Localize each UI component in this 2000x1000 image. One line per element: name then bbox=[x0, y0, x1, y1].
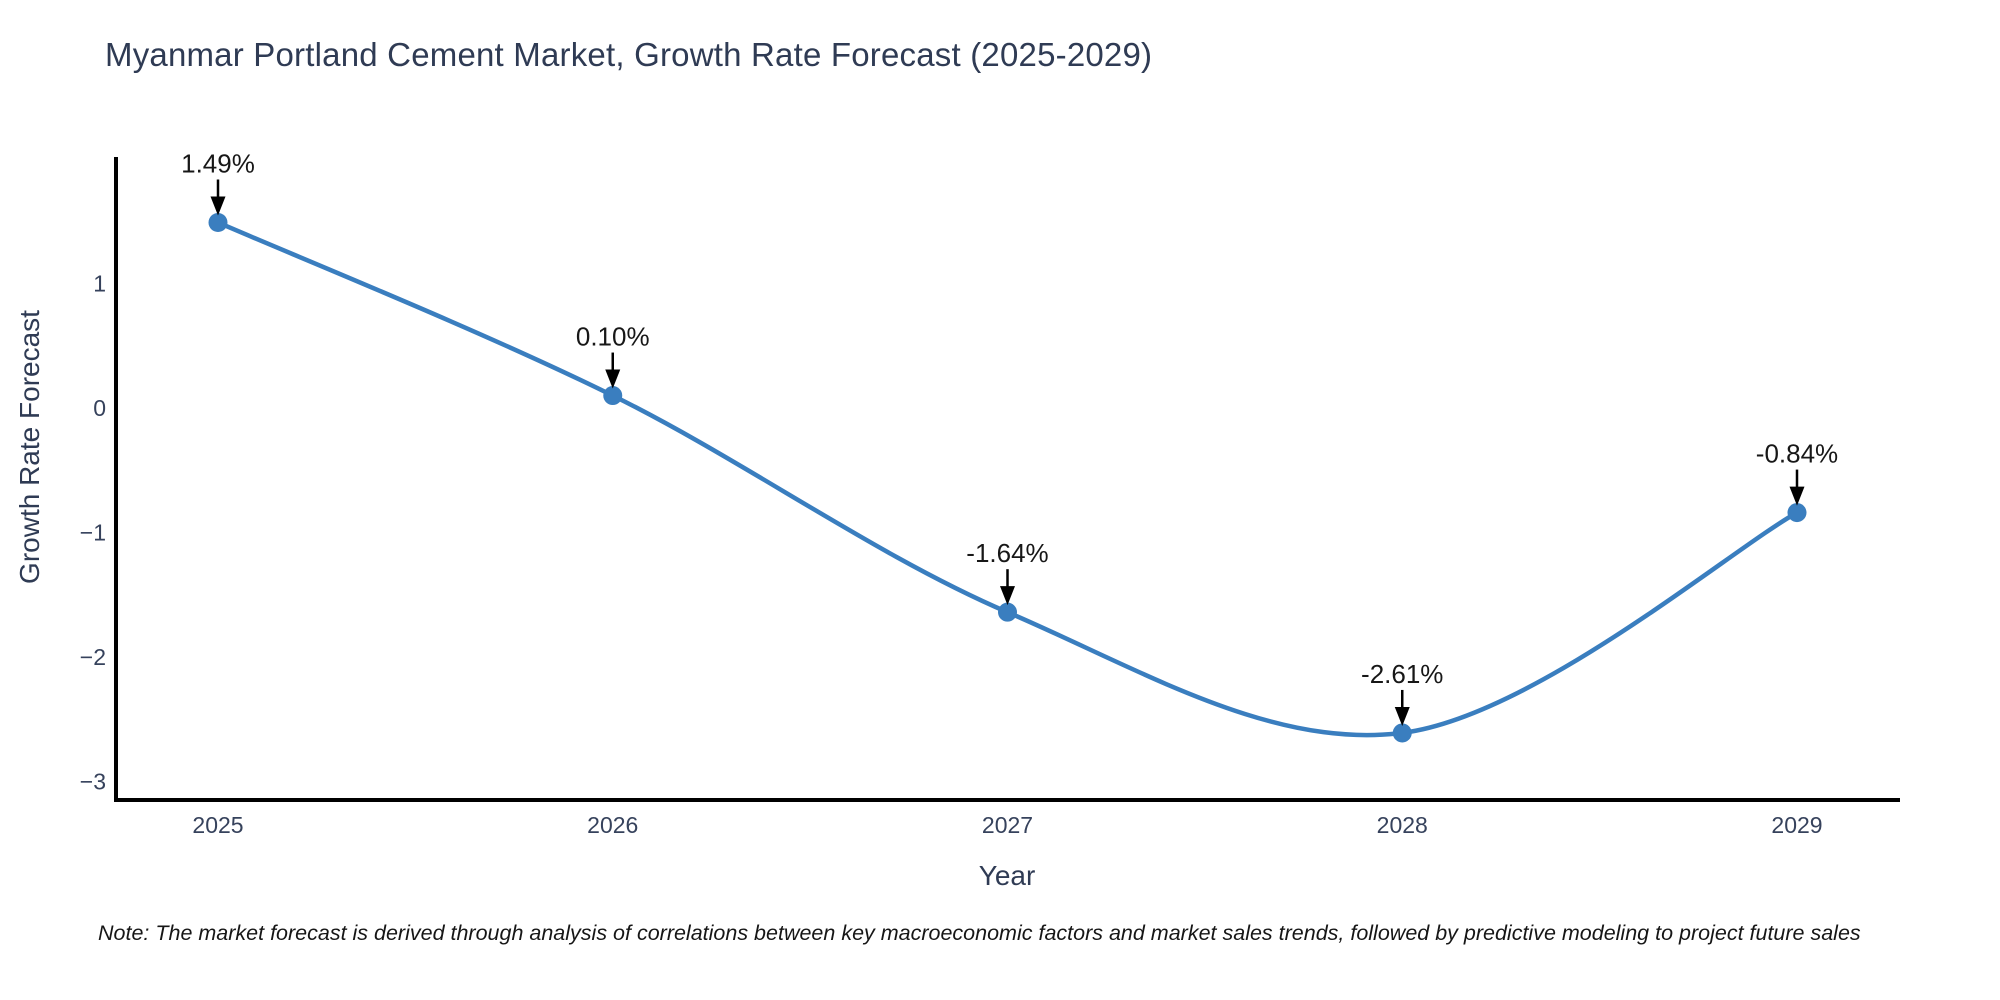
annotation-label: -2.61% bbox=[1361, 659, 1443, 689]
annotation-arrow-head bbox=[605, 369, 621, 389]
annotation-arrow-head bbox=[1394, 706, 1410, 726]
annotation-arrow-head bbox=[1000, 586, 1015, 606]
x-tick-label: 2028 bbox=[1377, 812, 1428, 838]
y-tick-label: 1 bbox=[93, 271, 106, 297]
trend-line bbox=[215, 220, 1800, 738]
data-point-marker bbox=[603, 386, 623, 406]
y-tick-label: −3 bbox=[80, 769, 106, 795]
chart-title: Myanmar Portland Cement Market, Growth R… bbox=[105, 36, 1153, 73]
y-tick-label: −2 bbox=[80, 644, 106, 670]
x-tick-label: 2027 bbox=[982, 812, 1033, 838]
x-tick-label: 2025 bbox=[192, 812, 243, 838]
annotation-label: 1.49% bbox=[181, 148, 255, 178]
annotation-label: 0.10% bbox=[576, 322, 650, 352]
y-tick-label: 0 bbox=[93, 395, 106, 421]
data-point-marker bbox=[208, 212, 228, 232]
x-tick-label: 2029 bbox=[1771, 812, 1822, 838]
data-point-marker bbox=[1392, 723, 1412, 743]
y-tick-label: −1 bbox=[80, 520, 106, 546]
annotation-label: -0.84% bbox=[1756, 439, 1838, 469]
y-axis-title: Growth Rate Forecast bbox=[14, 310, 45, 584]
annotation-arrow-head bbox=[210, 196, 226, 216]
footnote: Note: The market forecast is derived thr… bbox=[98, 921, 1861, 945]
x-tick-label: 2026 bbox=[587, 812, 638, 838]
data-point-marker bbox=[1787, 503, 1807, 523]
annotation-label: -1.64% bbox=[966, 538, 1048, 568]
x-axis-title: Year bbox=[978, 860, 1036, 891]
annotation-arrow-head bbox=[1789, 486, 1805, 506]
data-point-marker bbox=[998, 602, 1017, 622]
